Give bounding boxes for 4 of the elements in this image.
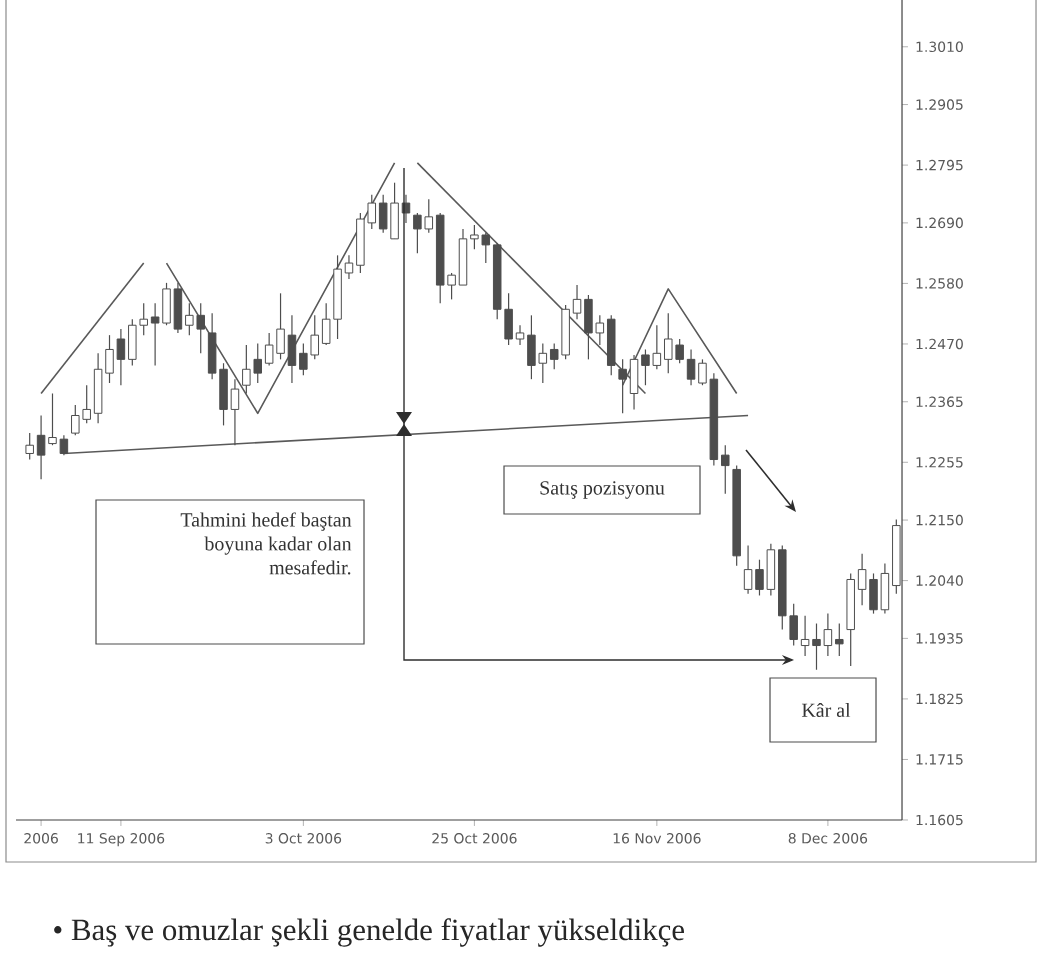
text: • Baş ve omuzlar şekli genelde fiyatlar yükseldikçe	[54, 918, 684, 947]
annotation: Tahmini hedef baştan boyuna kadar olan mesafedir.	[180, 512, 352, 575]
annotation: Kâr al	[801, 702, 851, 718]
annotation: Satış pozisyonu	[540, 481, 665, 499]
